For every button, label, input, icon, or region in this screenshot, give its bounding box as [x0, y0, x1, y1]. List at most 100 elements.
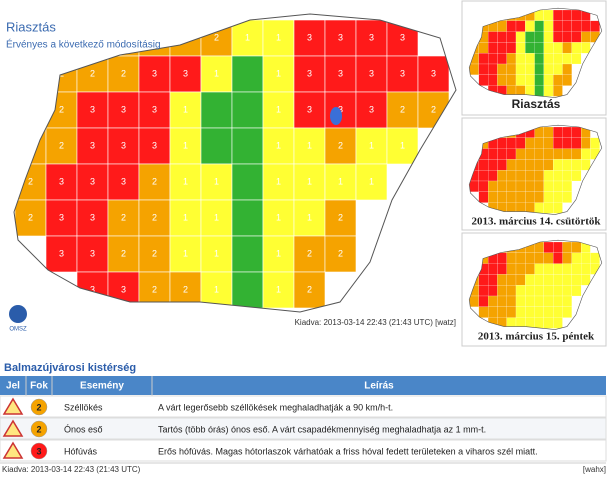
district [525, 53, 535, 65]
district [488, 159, 498, 171]
district [469, 180, 479, 192]
district-level: 2 [28, 212, 33, 222]
level-badge [30, 398, 48, 416]
district [324, 235, 357, 273]
district [497, 42, 507, 54]
district-level: 3 [59, 212, 64, 222]
district-level: 1 [214, 68, 219, 78]
district-level: 2 [121, 68, 126, 78]
district [553, 252, 563, 264]
district [525, 148, 535, 160]
district [543, 126, 554, 138]
district [497, 170, 507, 182]
district [543, 252, 554, 264]
district [534, 74, 544, 86]
district [515, 74, 526, 86]
district [562, 263, 572, 275]
district [506, 191, 517, 203]
district [515, 170, 526, 182]
district [562, 53, 572, 65]
district [571, 31, 582, 43]
district-level: 1 [369, 140, 374, 150]
district [590, 252, 600, 264]
district [525, 180, 535, 192]
column-header: Leírás [364, 381, 394, 392]
district [506, 170, 517, 182]
district [478, 180, 489, 192]
district [355, 55, 388, 93]
district [553, 20, 563, 32]
district [138, 127, 171, 165]
district [553, 317, 563, 329]
district-level: 3 [338, 104, 343, 114]
district [293, 55, 326, 93]
district [515, 306, 526, 318]
district [553, 241, 563, 253]
map-subtitle: Érvényes a következő módosításig [6, 38, 161, 51]
district-level: 1 [245, 32, 250, 42]
district [553, 202, 563, 214]
district [488, 191, 498, 203]
district [571, 9, 582, 21]
district-level: 3 [121, 140, 126, 150]
district [488, 31, 498, 43]
district-level: 1 [276, 176, 281, 186]
district [553, 9, 563, 21]
district [200, 163, 233, 201]
district [506, 263, 517, 275]
district [525, 263, 535, 275]
district [355, 91, 388, 129]
district [506, 148, 517, 160]
district [478, 285, 489, 297]
district [497, 63, 507, 75]
event-name: Széllökés [64, 402, 103, 412]
district [515, 148, 526, 160]
district [553, 137, 563, 149]
footer-issued: Kiadva: 2013-03-14 22:43 (21:43 UTC) [2, 465, 141, 474]
district-level: 2 [183, 32, 188, 42]
district [45, 127, 78, 165]
district [138, 163, 171, 201]
district [553, 180, 563, 192]
hazard-icon [2, 397, 24, 415]
hazard-icon [2, 419, 24, 437]
district [543, 85, 554, 97]
thumb-outline [468, 239, 603, 330]
district [562, 20, 572, 32]
district [497, 306, 507, 318]
district [76, 163, 109, 201]
district [107, 235, 140, 273]
district [497, 180, 507, 192]
district-level: 2 [338, 248, 343, 258]
district-level: 3 [369, 68, 374, 78]
district [506, 295, 517, 307]
thumb-outline [468, 7, 603, 98]
district [543, 137, 554, 149]
district [262, 199, 295, 237]
district [581, 252, 591, 264]
district-level: 3 [338, 68, 343, 78]
district [562, 137, 572, 149]
district [543, 74, 554, 86]
district [534, 20, 544, 32]
district [169, 127, 202, 165]
district-level: 3 [152, 104, 157, 114]
district-level: 1 [369, 176, 374, 186]
level-value: 3 [36, 446, 41, 456]
district [534, 159, 544, 171]
district [515, 53, 526, 65]
district [581, 263, 591, 275]
district [293, 163, 326, 201]
district [262, 127, 295, 165]
district [506, 74, 517, 86]
district [562, 241, 572, 253]
column-header: Esemény [80, 381, 124, 392]
district [506, 20, 517, 32]
district [478, 191, 489, 203]
district [553, 53, 563, 65]
district [534, 137, 544, 149]
district [553, 42, 563, 54]
district [562, 252, 572, 264]
district [324, 91, 357, 129]
